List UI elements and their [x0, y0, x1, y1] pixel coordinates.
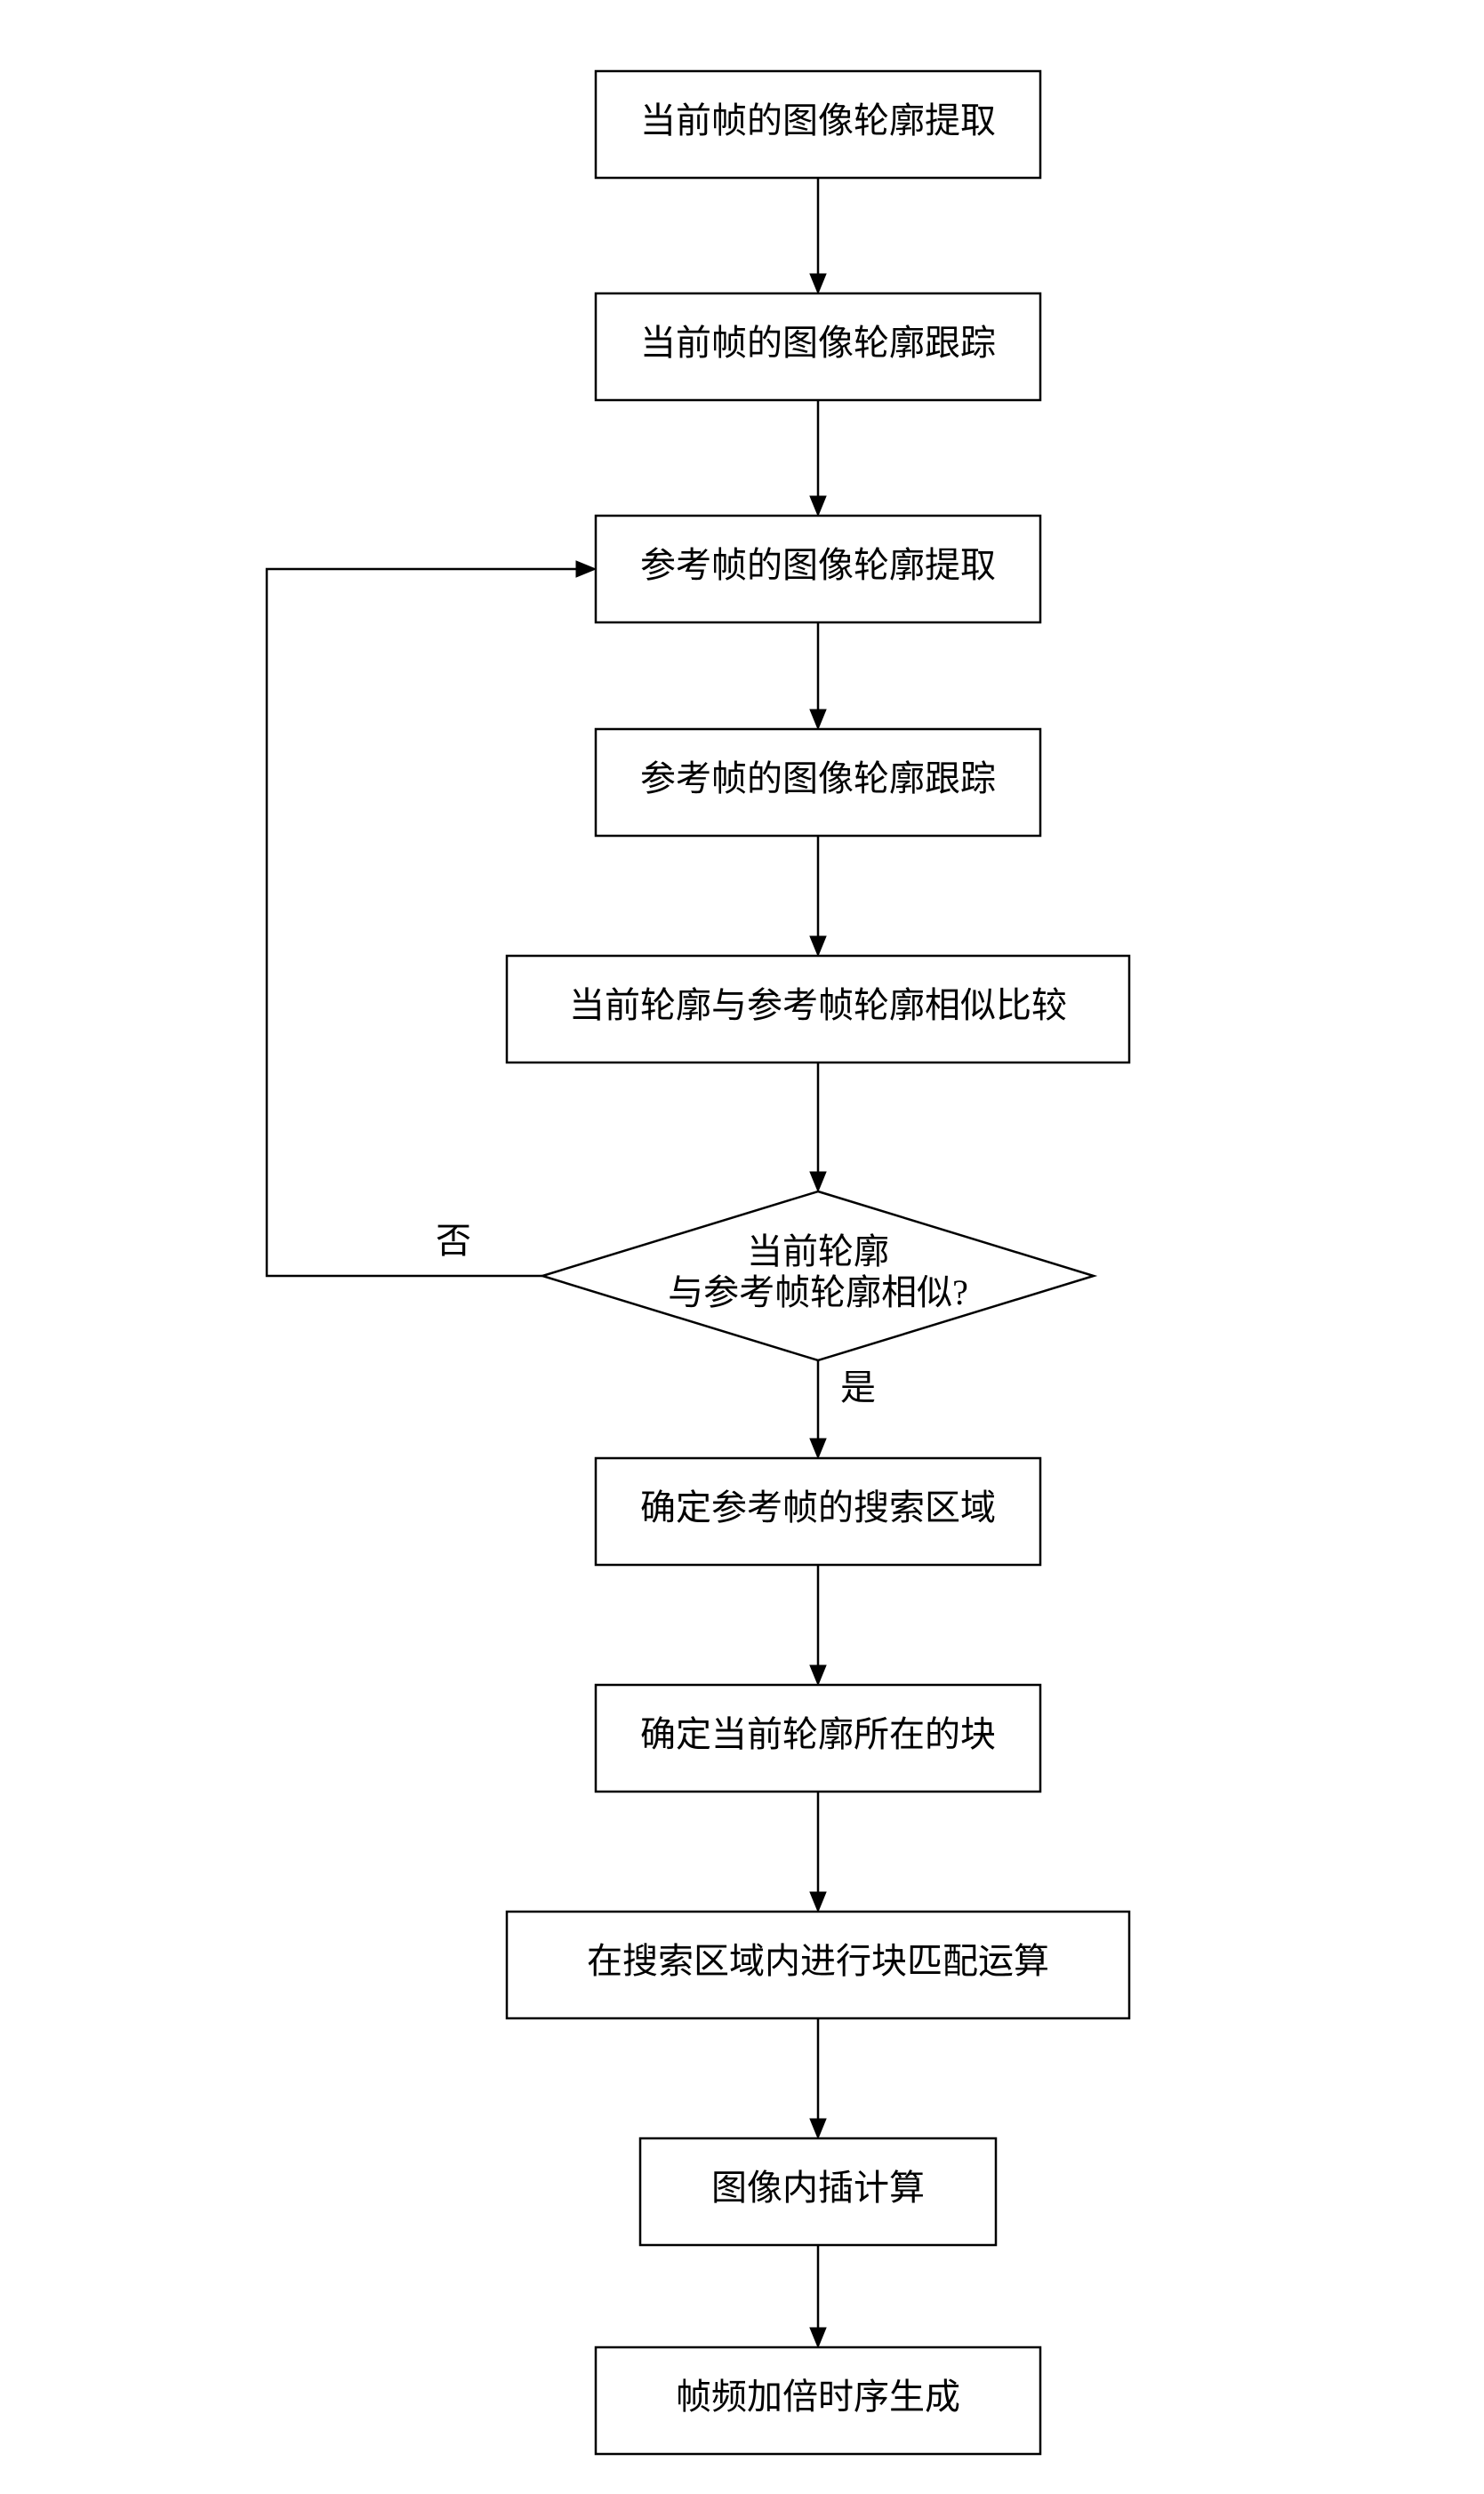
- flow-node-n8: 在搜索区域内进行块匹配运算: [507, 1912, 1129, 2018]
- flow-node-n5: 当前轮廓与参考帧轮廓相似比较: [507, 956, 1129, 1063]
- node-label: 参考帧的图像轮廓跟踪: [640, 758, 996, 798]
- node-label: 确定当前轮廓所在的块: [640, 1714, 996, 1754]
- node-label: 当前轮廓与参考帧轮廓相似比较: [569, 985, 1067, 1025]
- node-label: 参考帧的图像轮廓提取: [640, 545, 996, 585]
- node-label: 确定参考帧的搜索区域: [640, 1488, 996, 1528]
- flowchart-svg: 是 否 当前帧的图像轮廓提取当前帧的图像轮廓跟踪参考帧的图像轮廓提取参考帧的图像轮廓…: [0, 0, 1484, 2494]
- node-label: 当前帧的图像轮廓提取: [640, 100, 996, 140]
- edge-label: 否: [436, 1221, 471, 1261]
- flow-node-d1: 当前轮廓与参考帧轮廓相似?: [542, 1191, 1094, 1360]
- edge-label: 是: [840, 1367, 876, 1407]
- flow-node-n7: 确定当前轮廓所在的块: [596, 1685, 1040, 1792]
- flow-node-n4: 参考帧的图像轮廓跟踪: [596, 729, 1040, 836]
- flow-node-n2: 当前帧的图像轮廓跟踪: [596, 293, 1040, 400]
- flow-node-n3: 参考帧的图像轮廓提取: [596, 516, 1040, 622]
- node-label: 帧频加倍时序生成: [676, 2377, 960, 2417]
- node-label: 图像内插计算: [711, 2168, 925, 2208]
- flow-node-n1: 当前帧的图像轮廓提取: [596, 71, 1040, 178]
- node-label: 与参考帧轮廓相似?: [668, 1272, 968, 1312]
- flow-node-n6: 确定参考帧的搜索区域: [596, 1458, 1040, 1565]
- flow-node-n10: 帧频加倍时序生成: [596, 2347, 1040, 2454]
- node-label: 当前轮廓: [747, 1231, 889, 1271]
- node-label: 在搜索区域内进行块匹配运算: [587, 1941, 1049, 1981]
- flow-node-n9: 图像内插计算: [640, 2138, 996, 2245]
- node-label: 当前帧的图像轮廓跟踪: [640, 323, 996, 363]
